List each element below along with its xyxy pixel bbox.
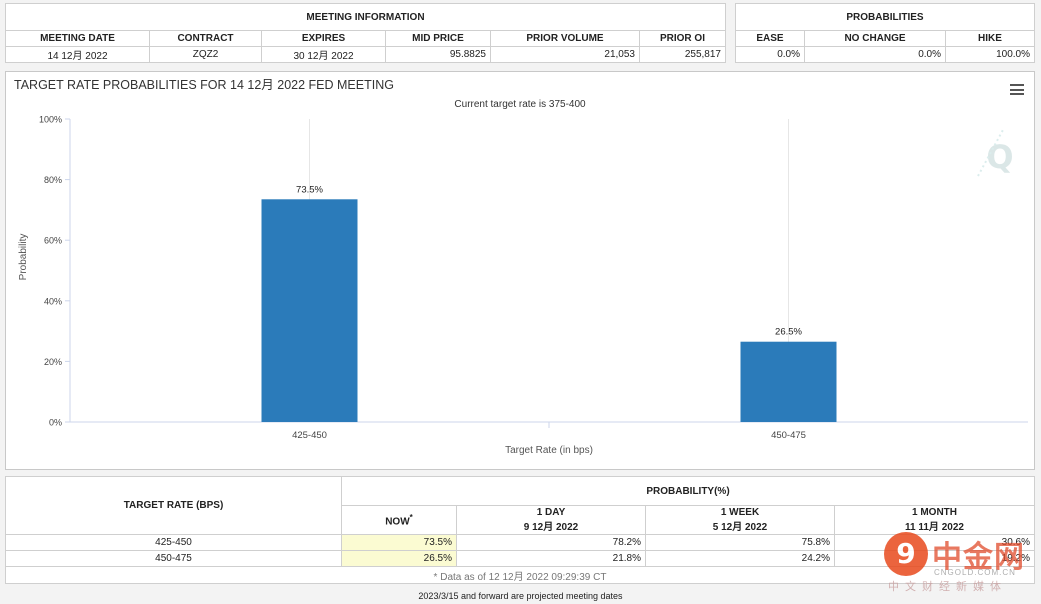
watermark: 9 中金网 CNGOLD.COM.CN 中文财经新媒体 (884, 532, 1034, 594)
ease-header: EASE (735, 30, 805, 47)
plot-area: 0% 20% 40% 60% 80% 100% 73.5% 425-450 26.5% 450-4… (39, 115, 1028, 441)
bar (740, 341, 837, 422)
one-day-label: 1 DAY (536, 507, 566, 518)
watermark-name: 中金网 (932, 540, 1025, 575)
x-tick-label: 450-475 (771, 430, 806, 441)
now-label: NOW (385, 516, 410, 528)
now-header: NOW* (341, 505, 457, 535)
one-day-date: 9 12月 2022 (523, 522, 579, 533)
y-tick-label: 20% (44, 357, 62, 367)
x-axis-label: Target Rate (in bps) (505, 445, 593, 456)
bar-chart: TARGET RATE PROBABILITIES FOR 14 12月 202… (14, 78, 1028, 456)
bar (261, 199, 358, 422)
probabilities-table: PROBABILITIES EASE NO CHANGE HIKE 0.0% 0… (735, 3, 1035, 63)
one-month-date: 11 11月 2022 (905, 522, 964, 533)
projected-dates-note: 2023/3/15 and forward are projected meet… (418, 591, 623, 601)
expires-header: EXPIRES (261, 30, 386, 47)
one-week-date: 5 12月 2022 (712, 522, 768, 533)
meeting-info-title: MEETING INFORMATION (5, 3, 726, 31)
table-row: 425-450 73.5% 78.2% 75.8% 30.6% (5, 534, 1035, 551)
contract-value: ZQZ2 (149, 46, 262, 63)
now-asterisk: * (409, 512, 413, 522)
probability-group-header: PROBABILITY(%) (341, 476, 1035, 506)
x-tick-label: 425-450 (292, 430, 327, 441)
watermark-domain: CNGOLD.COM.CN (934, 568, 1016, 577)
ease-value: 0.0% (735, 46, 805, 63)
rate-cell: 450-475 (5, 550, 342, 567)
y-tick-label: 100% (39, 115, 62, 125)
one-day-header: 1 DAY 9 12月 2022 (456, 505, 646, 535)
one-week-label: 1 WEEK (720, 507, 760, 518)
prior-oi-value: 255,817 (639, 46, 726, 63)
day-cell: 78.2% (456, 534, 646, 551)
now-cell: 73.5% (341, 534, 457, 551)
y-tick-label: 80% (44, 175, 62, 185)
rate-cell: 425-450 (5, 534, 342, 551)
one-month-label: 1 MONTH (912, 507, 957, 518)
week-cell: 75.8% (645, 534, 835, 551)
table-row: 450-475 26.5% 21.8% 24.2% 19.2% (5, 550, 1035, 567)
probability-history-table: TARGET RATE (BPS) PROBABILITY(%) NOW* 1 … (5, 476, 1035, 584)
y-tick-label: 60% (44, 236, 62, 246)
y-axis-label: Probability (18, 234, 29, 281)
hike-header: HIKE (945, 30, 1035, 47)
probabilities-title: PROBABILITIES (735, 3, 1035, 31)
hike-value: 100.0% (945, 46, 1035, 63)
meeting-info-table: MEETING INFORMATION MEETING DATE CONTRAC… (5, 3, 726, 63)
meeting-date-value: 14 12月 2022 (5, 46, 150, 63)
meeting-date-header: MEETING DATE (5, 30, 150, 47)
chart-subtitle: Current target rate is 375-400 (454, 99, 586, 110)
target-rate-header: TARGET RATE (BPS) (5, 476, 342, 535)
chart-title: TARGET RATE PROBABILITIES FOR 14 12月 202… (14, 78, 394, 92)
mid-price-value: 95.8825 (385, 46, 491, 63)
y-tick-label: 40% (44, 296, 62, 306)
no-change-value: 0.0% (804, 46, 946, 63)
bar-data-label: 26.5% (775, 327, 802, 338)
menu-icon[interactable] (1010, 84, 1024, 95)
cngold-logo-icon: 9 (884, 532, 928, 576)
day-cell: 21.8% (456, 550, 646, 567)
chart-panel: TARGET RATE PROBABILITIES FOR 14 12月 202… (5, 71, 1035, 470)
week-cell: 24.2% (645, 550, 835, 567)
one-week-header: 1 WEEK 5 12月 2022 (645, 505, 835, 535)
data-timestamp-note: * Data as of 12 12月 2022 09:29:39 CT (5, 566, 1035, 584)
svg-text:Q: Q (986, 138, 1013, 176)
mid-price-header: MID PRICE (385, 30, 491, 47)
bar-data-label: 73.5% (296, 184, 323, 195)
prior-volume-header: PRIOR VOLUME (490, 30, 640, 47)
expires-value: 30 12月 2022 (261, 46, 386, 63)
contract-header: CONTRACT (149, 30, 262, 47)
y-tick-label: 0% (49, 418, 62, 428)
now-cell: 26.5% (341, 550, 457, 567)
q-logo-icon: Q (977, 127, 1014, 177)
prior-volume-value: 21,053 (490, 46, 640, 63)
watermark-slogan: 中文财经新媒体 (888, 580, 1007, 593)
no-change-header: NO CHANGE (804, 30, 946, 47)
prior-oi-header: PRIOR OI (639, 30, 726, 47)
one-month-header: 1 MONTH 11 11月 2022 (834, 505, 1035, 535)
